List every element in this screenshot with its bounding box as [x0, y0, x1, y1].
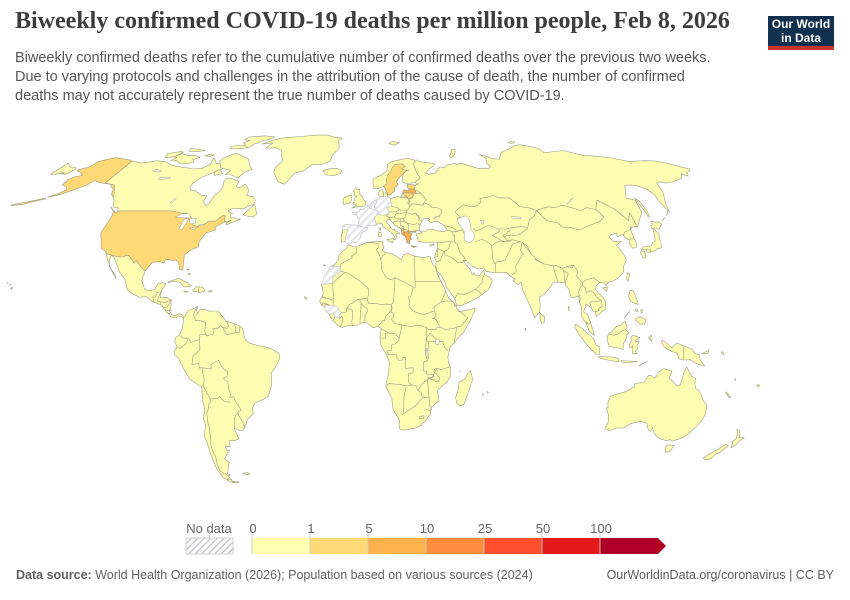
svg-text:10: 10: [420, 521, 434, 536]
svg-text:50: 50: [536, 521, 550, 536]
svg-text:25: 25: [478, 521, 492, 536]
svg-text:0: 0: [249, 521, 256, 536]
svg-text:100: 100: [590, 521, 612, 536]
svg-text:No data: No data: [186, 521, 232, 536]
svg-text:1: 1: [307, 521, 314, 536]
svg-text:5: 5: [365, 521, 372, 536]
